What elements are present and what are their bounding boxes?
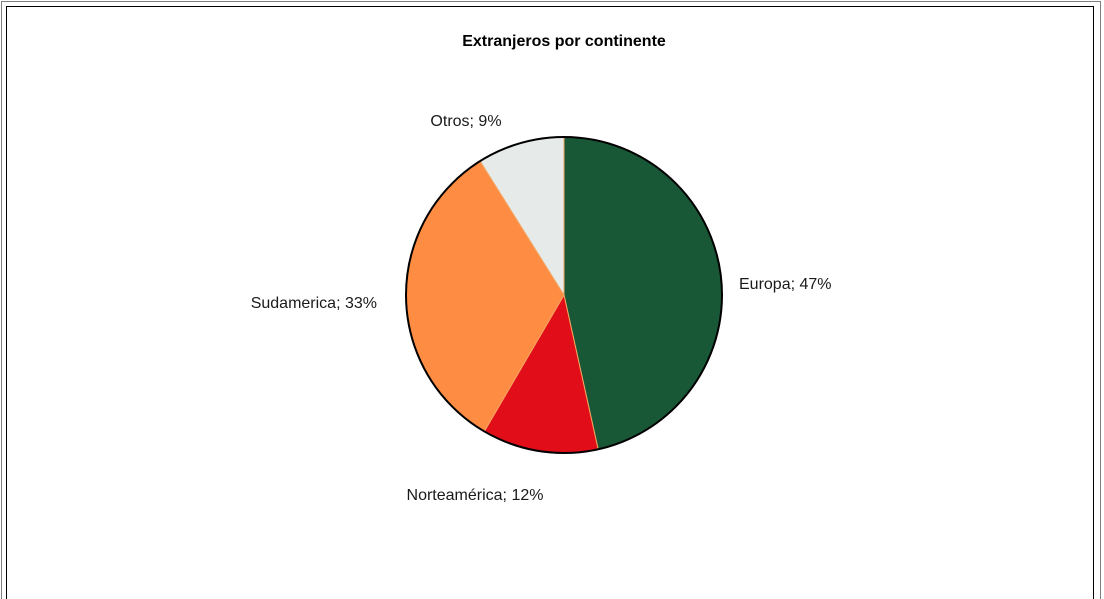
slice-label-otros: Otros; 9% [430, 113, 501, 130]
pie-outline [405, 136, 723, 454]
chart-area-border [6, 6, 1094, 599]
pie-slices [405, 136, 723, 454]
slice-label-norteamerica: Norteamérica; 12% [407, 487, 544, 504]
chart-title: Extranjeros por continente [462, 33, 666, 50]
slice-labels: Europa; 47% Norteamérica; 12% Sudamerica; … [251, 113, 832, 504]
slice-label-europa: Europa; 47% [739, 276, 832, 293]
slice-label-sudamerica: Sudamerica; 33% [251, 295, 377, 312]
